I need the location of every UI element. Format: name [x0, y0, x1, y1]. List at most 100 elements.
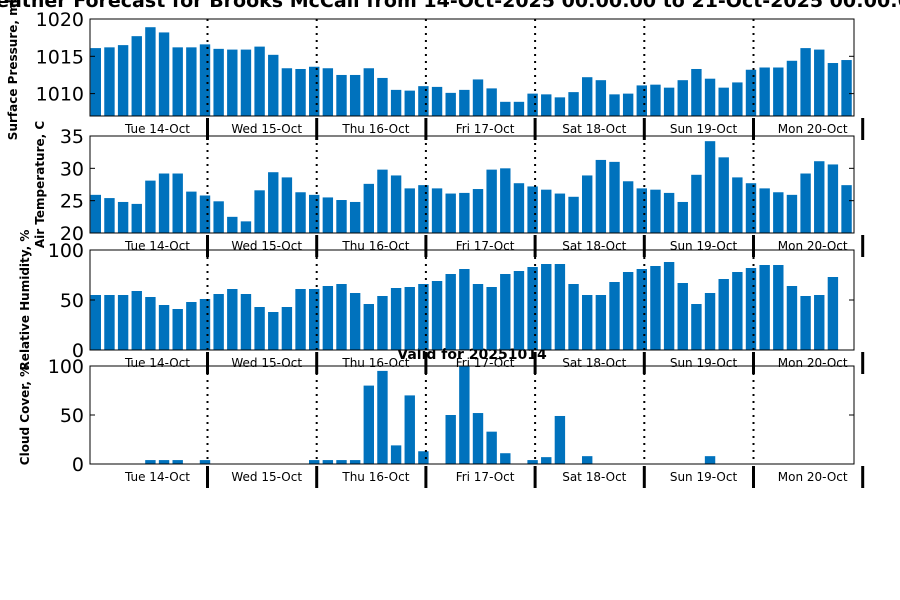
- data-bar: [431, 86, 443, 116]
- day-label: Fri 17-Oct: [456, 239, 515, 253]
- data-bar: [541, 457, 552, 464]
- data-bar: [377, 370, 388, 464]
- data-bar: [636, 85, 647, 116]
- data-bar: [131, 203, 142, 233]
- data-bar: [745, 268, 757, 350]
- data-bar: [186, 191, 197, 233]
- data-bar: [650, 84, 661, 116]
- data-bar: [336, 460, 347, 464]
- data-bar: [172, 47, 183, 116]
- data-bar: [349, 293, 361, 350]
- data-bar: [650, 189, 661, 233]
- day-label: Fri 17-Oct: [456, 122, 515, 136]
- bar-series: [90, 262, 839, 350]
- data-bar: [158, 32, 170, 116]
- data-bar: [281, 177, 293, 233]
- data-bar: [732, 82, 743, 116]
- data-bar: [268, 312, 279, 350]
- data-bar: [718, 157, 729, 233]
- day-label: Wed 15-Oct: [231, 239, 302, 253]
- data-bar: [404, 90, 415, 116]
- data-bar: [527, 267, 538, 350]
- day-label: Mon 20-Oct: [778, 239, 848, 253]
- data-bar: [513, 183, 525, 233]
- data-bar: [418, 284, 429, 350]
- data-bar: [786, 286, 798, 350]
- data-bar: [459, 269, 470, 350]
- data-bar: [363, 304, 374, 350]
- data-bar: [582, 175, 593, 233]
- data-bar: [486, 431, 497, 464]
- y-tick-label: 0: [72, 340, 84, 362]
- data-bar: [254, 46, 265, 116]
- data-bar: [104, 47, 115, 116]
- data-bar: [336, 284, 347, 350]
- data-bar: [568, 284, 579, 350]
- data-bar: [568, 196, 579, 233]
- data-bar: [363, 385, 374, 464]
- day-label: Tue 14-Oct: [124, 470, 190, 484]
- data-bar: [363, 183, 374, 233]
- data-bar: [213, 294, 224, 350]
- y-axis-label: Air Temperature, C: [33, 121, 47, 249]
- data-bar: [582, 295, 593, 350]
- data-bar: [500, 168, 511, 233]
- data-bar: [240, 221, 252, 233]
- day-label: Tue 14-Oct: [124, 356, 190, 370]
- data-bar: [745, 183, 757, 233]
- data-bar: [459, 192, 470, 233]
- data-bar: [404, 188, 415, 233]
- y-tick-label: 100: [48, 240, 84, 262]
- day-label: Thu 16-Oct: [341, 239, 409, 253]
- data-bar: [404, 395, 415, 464]
- data-bar: [172, 309, 183, 350]
- data-bar: [336, 74, 347, 116]
- data-bar: [827, 277, 839, 350]
- data-bar: [486, 88, 497, 116]
- day-label: Mon 20-Oct: [778, 356, 848, 370]
- data-bar: [691, 174, 702, 233]
- data-bar: [800, 296, 811, 350]
- y-tick-label: 35: [60, 126, 84, 148]
- data-bar: [158, 305, 170, 350]
- data-bar: [445, 92, 456, 116]
- data-bar: [390, 175, 402, 233]
- data-bar: [199, 299, 211, 350]
- data-bar: [663, 192, 675, 233]
- data-bar: [636, 188, 647, 233]
- day-label: Sat 18-Oct: [562, 356, 626, 370]
- data-bar: [718, 279, 729, 350]
- data-bar: [773, 192, 784, 233]
- data-bar: [677, 201, 688, 233]
- data-bar: [377, 296, 388, 350]
- data-bar: [104, 295, 115, 350]
- data-bar: [622, 181, 634, 233]
- data-bar: [554, 97, 566, 116]
- data-bar: [500, 274, 511, 350]
- data-bar: [145, 180, 156, 233]
- figure-title: Weather Forecast for Brooks McCall from …: [0, 0, 900, 12]
- data-bar: [445, 274, 456, 350]
- data-bar: [104, 198, 115, 233]
- day-label: Sat 18-Oct: [562, 239, 626, 253]
- data-bar: [172, 460, 183, 464]
- data-bar: [786, 60, 798, 116]
- data-bar: [281, 68, 293, 116]
- data-bar: [459, 89, 470, 116]
- y-tick-label: 1015: [36, 46, 84, 68]
- axes-box: [89, 18, 855, 117]
- data-bar: [90, 48, 101, 116]
- day-label: Sat 18-Oct: [562, 470, 626, 484]
- day-label: Fri 17-Oct: [456, 470, 515, 484]
- data-bar: [268, 172, 279, 233]
- y-tick-label: 1010: [36, 84, 84, 106]
- data-bar: [472, 189, 484, 233]
- day-label: Tue 14-Oct: [124, 122, 190, 136]
- data-bar: [459, 366, 470, 464]
- data-bar: [718, 87, 729, 116]
- data-bar: [213, 48, 224, 116]
- data-bar: [172, 173, 183, 233]
- data-bar: [418, 185, 429, 233]
- data-bar: [254, 190, 265, 233]
